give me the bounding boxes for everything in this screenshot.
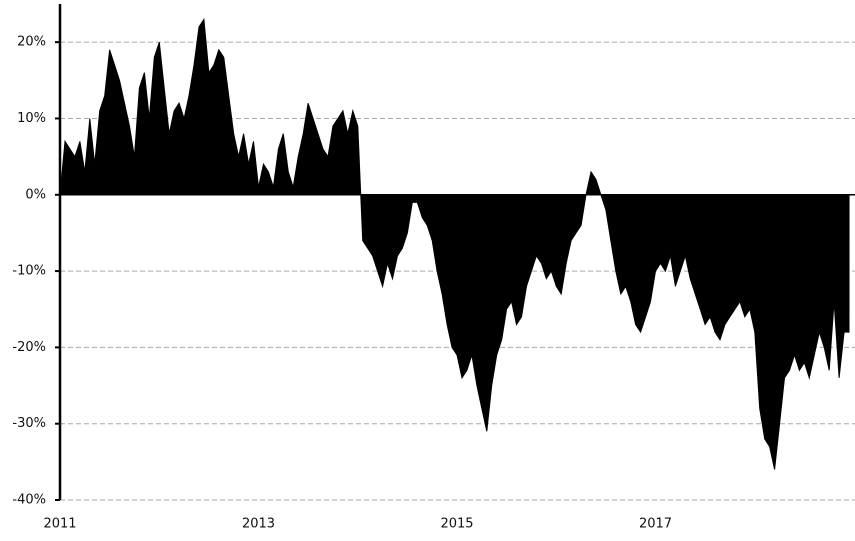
area: [59, 17, 850, 470]
y-tick-label: -30%: [12, 416, 46, 431]
y-tick-label: 20%: [17, 35, 46, 50]
x-tick-label: 2013: [242, 517, 275, 532]
x-tick-label: 2015: [440, 517, 473, 532]
y-tick-label: 10%: [17, 111, 46, 126]
x-tick-label: 2011: [43, 517, 76, 532]
y-tick-label: -20%: [12, 340, 46, 355]
y-tick-label: -40%: [12, 493, 46, 508]
x-tick-label: 2017: [639, 517, 672, 532]
y-tick-label: -10%: [12, 264, 46, 279]
y-tick-label: 0%: [25, 187, 46, 202]
